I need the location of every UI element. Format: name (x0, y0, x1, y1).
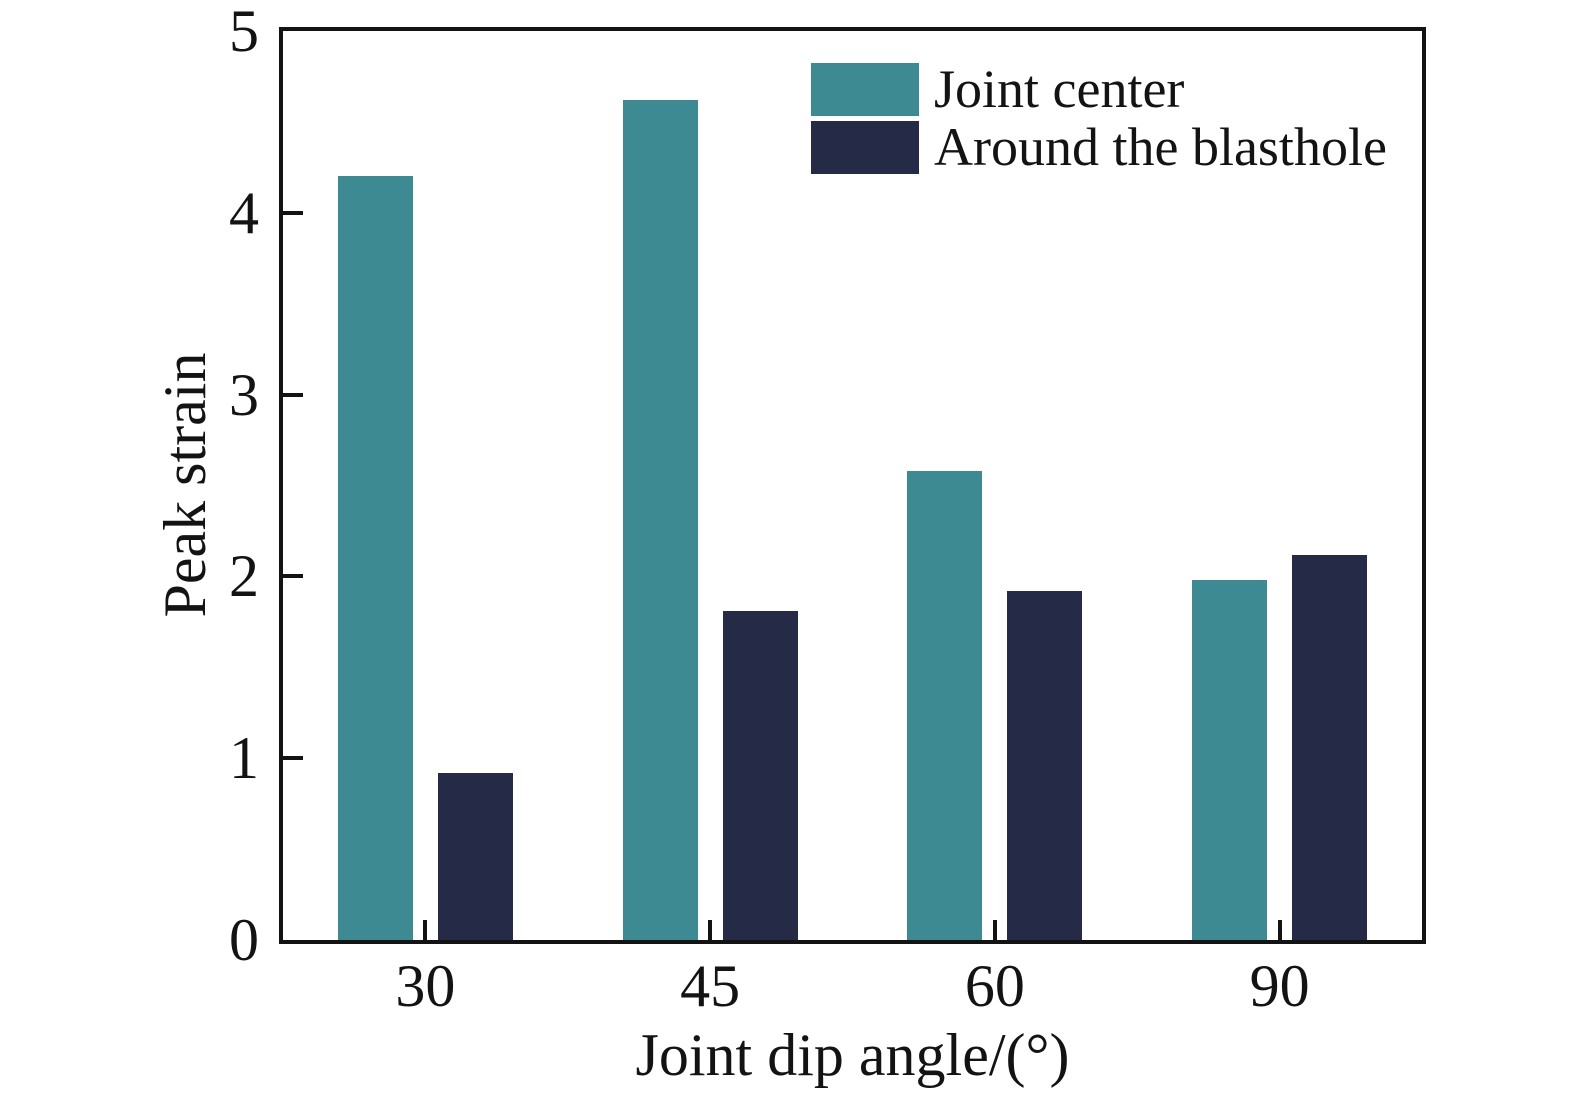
x-axis-title: Joint dip angle/(°) (635, 1022, 1070, 1088)
legend-label-joint-center: Joint center (934, 59, 1185, 119)
legend: Joint center Around the blasthole (811, 60, 1387, 176)
y-tick-label-3: 3 (229, 361, 259, 428)
y-tick-label-5: 5 (229, 0, 259, 64)
y-tick-label-1: 1 (229, 725, 259, 792)
y-tick-2 (283, 574, 303, 579)
legend-swatch-around-the-blasthole (811, 120, 919, 174)
bar-around-the-blasthole-90 (1292, 554, 1368, 940)
legend-item-around-the-blasthole: Around the blasthole (811, 118, 1387, 176)
bar-joint-center-60 (907, 470, 983, 940)
y-tick-label-0: 0 (229, 907, 259, 973)
y-tick-4 (283, 210, 303, 215)
bar-around-the-blasthole-30 (437, 772, 513, 940)
bar-joint-center-45 (622, 100, 698, 940)
legend-item-joint-center: Joint center (811, 60, 1387, 118)
x-tick-label-45: 45 (680, 953, 741, 1019)
plot-area: 30 45 60 90 0 1 2 3 4 5 (229, 1, 1426, 1016)
y-axis-title: Peak strain (152, 352, 218, 618)
bar-around-the-blasthole-45 (722, 610, 798, 940)
y-tick-3 (283, 392, 303, 397)
y-tick-label-4: 4 (229, 179, 259, 246)
bar-joint-center-90 (1192, 580, 1268, 940)
x-tick-label-30: 30 (395, 953, 456, 1019)
x-tick-label-90: 90 (1249, 953, 1310, 1019)
x-tick-60 (992, 920, 997, 940)
legend-label-around-the-blasthole: Around the blasthole (934, 117, 1387, 177)
x-tick-label-60: 60 (964, 953, 1025, 1019)
x-tick-90 (1277, 920, 1282, 940)
y-tick-1 (283, 756, 303, 761)
legend-swatch-joint-center (811, 62, 919, 116)
x-tick-45 (708, 920, 713, 940)
plot-inner: 30 45 60 90 0 1 2 3 4 5 (229, 1, 1422, 1016)
bar-joint-center-30 (337, 176, 413, 940)
x-tick-30 (423, 920, 428, 940)
y-tick-label-2: 2 (229, 543, 259, 610)
bar-around-the-blasthole-60 (1007, 590, 1083, 940)
